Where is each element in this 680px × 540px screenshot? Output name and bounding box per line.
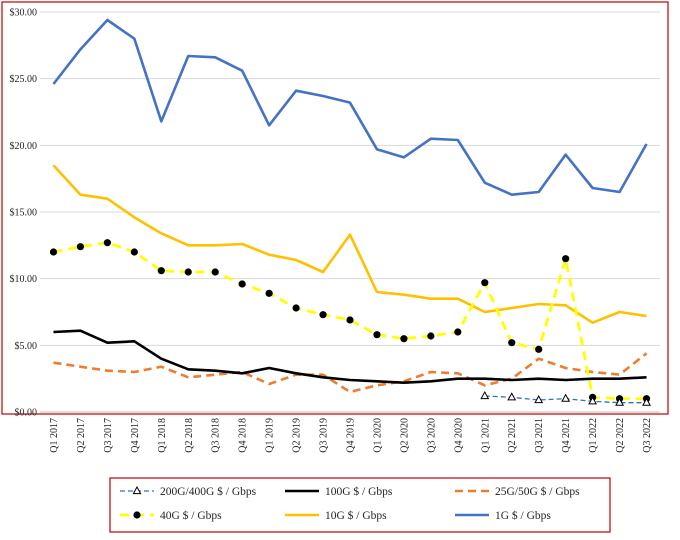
- x-tick-label: Q2 2020: [399, 418, 410, 453]
- series-4: [52, 164, 647, 324]
- x-tick-label: Q4 2017: [130, 418, 141, 453]
- data-point: [265, 289, 273, 297]
- data-point: [346, 316, 354, 324]
- x-tick-label: Q3 2018: [211, 418, 222, 453]
- x-tick-label: Q1 2021: [480, 418, 491, 453]
- data-point: [454, 328, 462, 336]
- series-line: [52, 18, 648, 196]
- legend-marker: [133, 511, 141, 519]
- legend-marker: [132, 485, 142, 495]
- legend-item: 200G/400G $ / Gbps: [120, 485, 257, 498]
- legend-item: 10G $ / Gbps: [285, 509, 387, 522]
- data-point: [211, 268, 219, 276]
- data-point: [642, 397, 651, 406]
- x-tick-label: Q4 2019: [346, 418, 357, 453]
- series-line: [52, 164, 647, 324]
- x-tick-label: Q3 2022: [642, 418, 653, 453]
- data-point: [562, 255, 570, 263]
- legend: 200G/400G $ / Gbps 100G $ / Gbps 25G/50G $…: [109, 477, 611, 533]
- x-tick-label: Q2 2021: [507, 418, 518, 453]
- x-tick-label: Q1 2019: [265, 418, 276, 453]
- series-1: [53, 329, 647, 384]
- data-point: [427, 332, 435, 340]
- legend-item: 100G $ / Gbps: [285, 485, 393, 498]
- data-point: [319, 311, 327, 319]
- x-tick-label: Q3 2021: [534, 418, 545, 453]
- x-tick-label: Q2 2017: [76, 418, 87, 453]
- series-3: [49, 239, 651, 403]
- x-tick-label: Q3 2017: [103, 418, 114, 453]
- data-point: [400, 335, 408, 343]
- chart-area-border: [1, 1, 669, 415]
- y-axis-ticks: $0.00 $5.00 $10.00 $15.00 $20.00 $25.00 $30.00: [10, 8, 38, 419]
- series-line: [53, 352, 648, 394]
- legend-label: 10G $ / Gbps: [325, 509, 387, 522]
- x-tick-label: Q3 2020: [426, 418, 437, 453]
- data-point: [157, 267, 165, 275]
- data-point: [507, 392, 517, 401]
- x-tick-label: Q3 2019: [319, 418, 330, 453]
- data-point: [49, 248, 58, 256]
- y-tick-label: $10.00: [10, 274, 38, 285]
- legend-label: 25G/50G $ / Gbps: [495, 485, 580, 498]
- x-tick-label: Q1 2022: [588, 418, 599, 453]
- legend-label: 100G $ / Gbps: [325, 485, 393, 498]
- series-5: [52, 18, 648, 196]
- y-tick-label: $15.00: [10, 208, 38, 219]
- legend-item: 40G $ / Gbps: [120, 509, 222, 522]
- data-point: [481, 279, 489, 287]
- data-point: [130, 248, 138, 256]
- y-tick-label: $0.00: [15, 408, 38, 419]
- data-point: [76, 243, 85, 251]
- series-2: [53, 352, 648, 394]
- x-tick-label: Q1 2017: [49, 418, 60, 453]
- data-point: [480, 390, 490, 400]
- x-tick-label: Q4 2018: [238, 418, 249, 453]
- data-point: [561, 393, 571, 402]
- y-tick-label: $30.00: [10, 8, 38, 19]
- x-axis-ticks: Q1 2017 Q2 2017 Q3 2017 Q4 2017 Q1 2018 Q2 20…: [49, 418, 653, 453]
- data-point: [292, 304, 300, 312]
- series-layer: [49, 18, 651, 406]
- series-0: [480, 390, 651, 406]
- y-tick-label: $25.00: [10, 74, 38, 85]
- data-point: [508, 339, 516, 347]
- legend-label: 200G/400G $ / Gbps: [160, 485, 257, 498]
- x-tick-label: Q1 2020: [372, 418, 383, 453]
- series-line: [53, 329, 647, 384]
- data-point: [535, 345, 543, 353]
- data-point: [534, 394, 544, 404]
- data-point: [184, 268, 192, 276]
- x-tick-label: Q2 2019: [292, 418, 303, 453]
- y-tick-label: $20.00: [10, 141, 38, 152]
- y-tick-label: $5.00: [15, 341, 38, 352]
- legend-item: 1G $ / Gbps: [455, 509, 551, 522]
- data-point: [373, 331, 381, 339]
- data-point: [615, 397, 625, 406]
- data-point: [588, 396, 598, 405]
- data-point: [238, 280, 246, 288]
- x-tick-label: Q1 2018: [157, 418, 168, 453]
- legend-item: 25G/50G $ / Gbps: [455, 485, 580, 498]
- legend-border: [109, 477, 611, 533]
- x-tick-label: Q4 2020: [453, 418, 464, 453]
- x-tick-label: Q4 2021: [561, 418, 572, 453]
- x-tick-label: Q2 2018: [184, 418, 195, 453]
- data-point: [103, 239, 111, 247]
- series-line: [53, 241, 647, 401]
- gridlines: [40, 11, 660, 413]
- x-tick-label: Q2 2022: [615, 418, 626, 453]
- legend-label: 40G $ / Gbps: [160, 509, 222, 522]
- legend-label: 1G $ / Gbps: [495, 509, 551, 522]
